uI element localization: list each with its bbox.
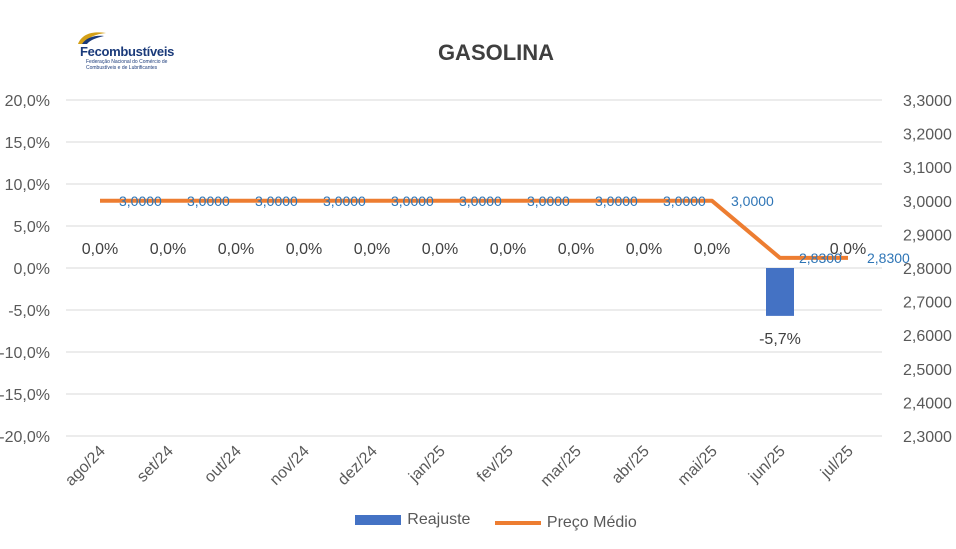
bar-reajuste: [766, 268, 794, 316]
line-data-label: 3,0000: [731, 193, 774, 209]
x-tick-label: dez/24: [335, 443, 381, 489]
line-data-label: 3,0000: [187, 193, 230, 209]
chart-legend: Reajuste Preço Médio: [0, 511, 956, 532]
line-data-label: 3,0000: [323, 193, 366, 209]
line-data-label: 2,8300: [799, 250, 842, 266]
y-left-tick-label: 15,0%: [5, 135, 50, 152]
x-tick-label: ago/24: [62, 443, 109, 490]
y-right-tick-label: 3,2000: [903, 127, 952, 144]
bar-data-label: 0,0%: [354, 241, 390, 258]
bar-data-label: 0,0%: [82, 241, 118, 258]
legend-swatch-bar: [355, 515, 402, 525]
y-left-tick-label: 5,0%: [14, 219, 50, 236]
y-left-tick-label: -15,0%: [0, 387, 50, 404]
y-left-tick-label: 10,0%: [5, 177, 50, 194]
y-left-tick-label: -10,0%: [0, 345, 50, 362]
line-data-label: 3,0000: [459, 193, 502, 209]
x-tick-label: mar/25: [538, 443, 585, 490]
line-data-label: 2,8300: [867, 250, 910, 266]
bar-data-label: 0,0%: [694, 241, 730, 258]
x-tick-label: jul/25: [817, 443, 857, 483]
bar-data-label: 0,0%: [150, 241, 186, 258]
x-tick-label: out/24: [201, 443, 245, 487]
bar-data-label: 0,0%: [490, 241, 526, 258]
x-tick-label: nov/24: [267, 443, 313, 489]
x-tick-label: fev/25: [474, 443, 517, 486]
y-right-tick-label: 2,8000: [903, 261, 952, 278]
bar-data-label: 0,0%: [558, 241, 594, 258]
bar-data-label: 0,0%: [286, 241, 322, 258]
y-left-tick-label: 20,0%: [5, 93, 50, 110]
y-left-tick-label: 0,0%: [14, 261, 50, 278]
y-right-tick-label: 2,9000: [903, 227, 952, 244]
y-left-tick-label: -20,0%: [0, 429, 50, 446]
bar-data-label: 0,0%: [422, 241, 458, 258]
x-tick-label: set/24: [134, 443, 177, 486]
line-data-label: 3,0000: [119, 193, 162, 209]
x-tick-label: jun/25: [745, 443, 789, 487]
logo-wordmark: Fecombustíveis: [80, 44, 175, 59]
x-tick-label: mai/25: [675, 443, 721, 489]
legend-item-reajuste: Reajuste: [355, 511, 470, 529]
bar-data-label: 0,0%: [830, 241, 866, 258]
y-right-tick-label: 2,3000: [903, 429, 952, 446]
legend-label-reajuste: Reajuste: [407, 511, 471, 528]
chart-title: GASOLINA: [437, 40, 555, 65]
line-data-label: 3,0000: [663, 193, 706, 209]
line-data-label: 3,0000: [527, 193, 570, 209]
bar-data-label: -5,7%: [759, 331, 801, 348]
y-right-tick-label: 3,3000: [903, 93, 952, 110]
x-tick-label: abr/25: [609, 443, 653, 487]
y-right-tick-label: 3,1000: [903, 160, 952, 177]
y-right-tick-label: 2,5000: [903, 362, 952, 379]
x-tick-label: jan/25: [405, 443, 449, 487]
bar-data-label: 0,0%: [218, 241, 254, 258]
legend-swatch-line: [494, 521, 541, 525]
line-data-label: 3,0000: [595, 193, 638, 209]
bar-data-label: 0,0%: [626, 241, 662, 258]
y-left-tick-label: -5,0%: [8, 303, 50, 320]
y-right-tick-label: 2,4000: [903, 395, 952, 412]
line-preco-medio: [100, 198, 848, 260]
legend-label-preco-medio: Preço Médio: [546, 514, 637, 531]
flame-logo-icon: [78, 32, 106, 44]
fecombustiveis-logo: Fecombustíveis Federação Nacional do Com…: [76, 30, 206, 76]
line-data-label: 3,0000: [391, 193, 434, 209]
line-data-label: 3,0000: [255, 193, 298, 209]
logo-tagline: Federação Nacional do Comércio de Combus…: [86, 59, 168, 71]
y-right-tick-label: 3,0000: [903, 194, 952, 211]
legend-item-preco-medio: Preço Médio: [494, 514, 637, 532]
y-right-tick-label: 2,7000: [903, 295, 952, 312]
y-right-tick-label: 2,6000: [903, 328, 952, 345]
